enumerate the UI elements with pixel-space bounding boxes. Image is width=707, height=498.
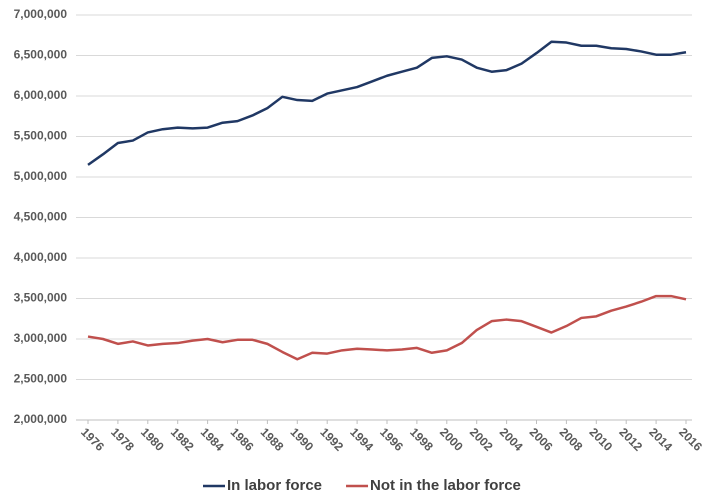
x-tick-label: 2012 [616, 425, 645, 454]
x-tick-label: 2014 [646, 425, 675, 454]
y-tick-label: 6,500,000 [14, 48, 68, 62]
x-tick-label: 1982 [168, 425, 197, 454]
x-tick-label: 1978 [108, 425, 137, 454]
y-tick-label: 2,000,000 [14, 412, 68, 426]
x-tick-label: 1998 [407, 425, 436, 454]
legend-label: In labor force [227, 477, 322, 494]
y-tick-label: 4,000,000 [14, 250, 68, 264]
x-tick-label: 2000 [437, 425, 466, 454]
x-tick-label: 1986 [228, 425, 257, 454]
y-tick-label: 4,500,000 [14, 210, 68, 224]
x-tick-label: 2004 [497, 425, 526, 454]
x-tick-label: 1976 [78, 425, 107, 454]
x-tick-label: 2010 [586, 425, 615, 454]
x-tick-label: 1994 [347, 425, 376, 454]
y-tick-label: 5,500,000 [14, 129, 68, 143]
x-tick-label: 1984 [198, 425, 227, 454]
y-tick-label: 3,500,000 [14, 291, 68, 305]
x-tick-label: 1996 [377, 425, 406, 454]
y-tick-label: 5,000,000 [14, 169, 68, 183]
x-tick-label: 2016 [676, 425, 705, 454]
legend-label: Not in the labor force [370, 477, 521, 494]
series-line [87, 40, 687, 166]
y-tick-label: 6,000,000 [14, 88, 68, 102]
series-line [87, 294, 687, 361]
x-tick-label: 2002 [467, 425, 496, 454]
x-tick-label: 2008 [557, 425, 586, 454]
x-tick-label: 2006 [527, 425, 556, 454]
x-tick-label: 1980 [138, 425, 167, 454]
x-tick-label: 1990 [287, 425, 316, 454]
y-tick-label: 3,000,000 [14, 331, 68, 345]
legend: In labor force Not in the labor force [203, 477, 521, 494]
x-tick-label: 1988 [258, 425, 287, 454]
x-tick-label: 1992 [317, 425, 346, 454]
y-tick-label: 7,000,000 [14, 7, 68, 21]
y-tick-label: 2,500,000 [14, 372, 68, 386]
